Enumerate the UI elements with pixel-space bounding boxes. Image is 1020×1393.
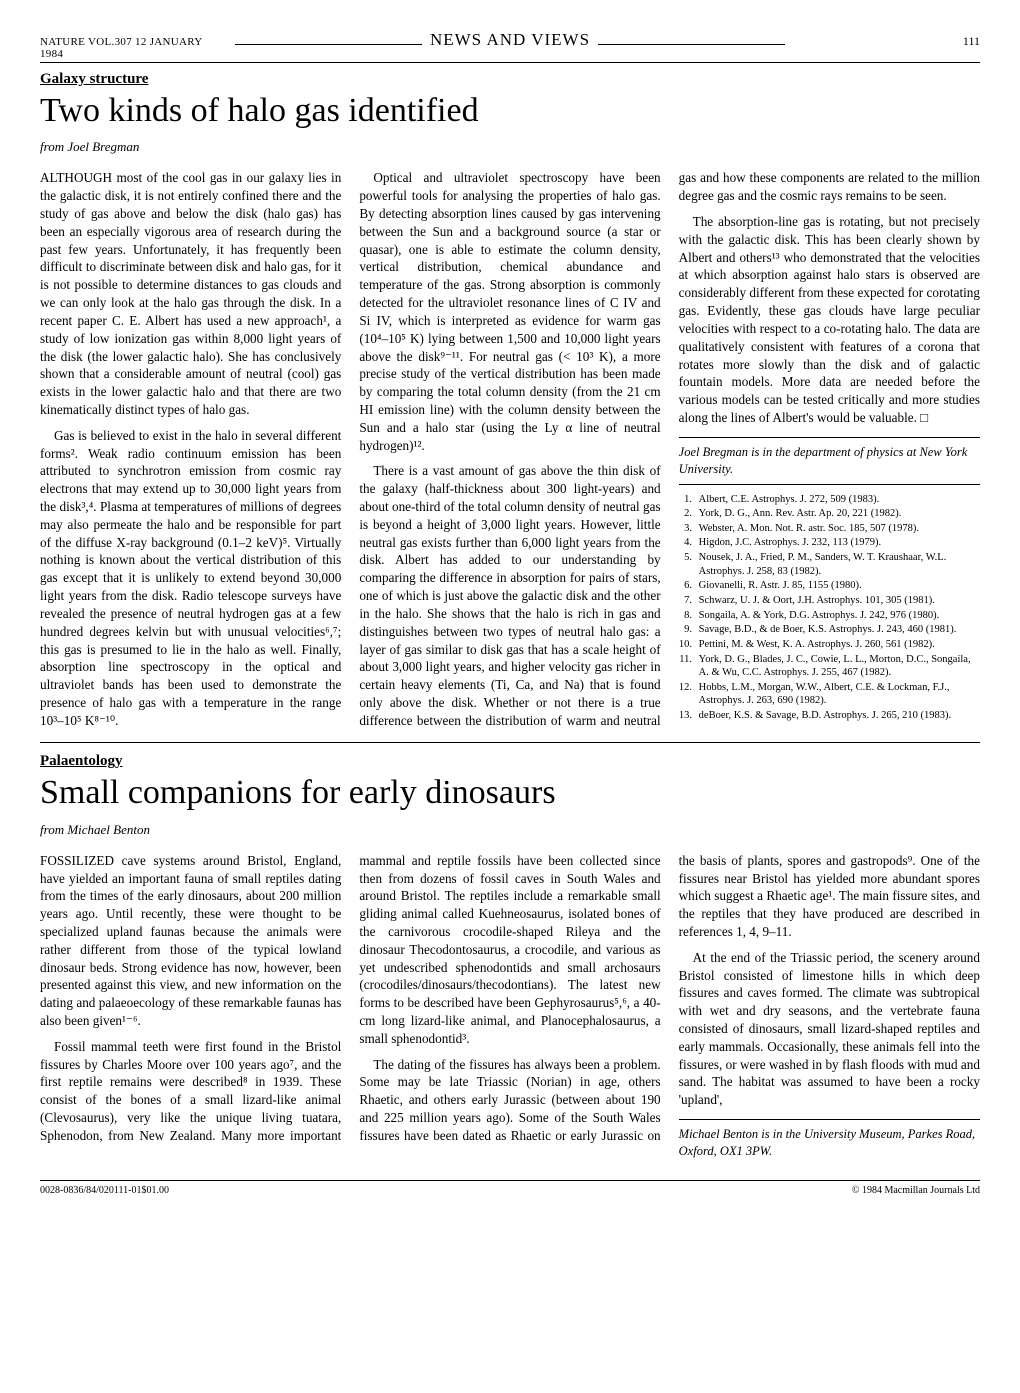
section-header: NEWS AND VIEWS	[430, 30, 590, 50]
copyright: © 1984 Macmillan Journals Ltd	[852, 1185, 980, 1196]
reference-item: Pettini, M. & West, K. A. Astrophys. J. …	[695, 638, 980, 652]
reference-item: Albert, C.E. Astrophys. J. 272, 509 (198…	[695, 493, 980, 507]
paragraph: At the end of the Triassic period, the s…	[679, 949, 980, 1109]
reference-item: York, D. G., Ann. Rev. Astr. Ap. 20, 221…	[695, 507, 980, 521]
article-palaentology: Palaentology Small companions for early …	[40, 742, 980, 1160]
author-affiliation: Joel Bregman is in the department of phy…	[679, 437, 980, 485]
page-number: 111	[793, 34, 980, 49]
article-galaxy: Galaxy structure Two kinds of halo gas i…	[40, 71, 980, 730]
reference-item: Schwarz, U. J. & Oort, J.H. Astrophys. 1…	[695, 594, 980, 608]
reference-item: Hobbs, L.M., Morgan, W.W., Albert, C.E. …	[695, 681, 980, 708]
page-header: NATURE VOL.307 12 JANUARY 1984 NEWS AND …	[40, 30, 980, 63]
article-body-columns: ALTHOUGH most of the cool gas in our gal…	[40, 169, 980, 730]
reference-item: Nousek, J. A., Fried, P. M., Sanders, W.…	[695, 551, 980, 578]
reference-item: Higdon, J.C. Astrophys. J. 232, 113 (197…	[695, 536, 980, 550]
article-body-columns: FOSSILIZED cave systems around Bristol, …	[40, 852, 980, 1160]
paragraph: Gas is believed to exist in the halo in …	[40, 427, 341, 730]
paragraph: The absorption-line gas is rotating, but…	[679, 213, 980, 427]
page-footer: 0028-0836/84/020111-01$01.00 © 1984 Macm…	[40, 1180, 980, 1196]
paragraph: FOSSILIZED cave systems around Bristol, …	[40, 852, 341, 1030]
rule-left	[235, 44, 422, 45]
reference-item: Webster, A. Mon. Not. R. astr. Soc. 185,…	[695, 522, 980, 536]
byline: from Michael Benton	[40, 822, 980, 838]
category-label: Palaentology	[40, 753, 980, 770]
reference-item: Songaila, A. & York, D.G. Astrophys. J. …	[695, 609, 980, 623]
reference-list: Albert, C.E. Astrophys. J. 272, 509 (198…	[679, 493, 980, 723]
reference-item: York, D. G., Blades, J. C., Cowie, L. L.…	[695, 653, 980, 680]
author-affiliation: Michael Benton is in the University Muse…	[679, 1119, 980, 1160]
reference-item: Savage, B.D., & de Boer, K.S. Astrophys.…	[695, 623, 980, 637]
reference-item: Giovanelli, R. Astr. J. 85, 1155 (1980).	[695, 579, 980, 593]
byline: from Joel Bregman	[40, 139, 980, 155]
footer-code: 0028-0836/84/020111-01$01.00	[40, 1185, 169, 1196]
paragraph: ALTHOUGH most of the cool gas in our gal…	[40, 169, 341, 418]
rule-right	[598, 44, 785, 45]
paragraph: Optical and ultraviolet spectroscopy hav…	[359, 169, 660, 454]
article-title: Small companions for early dinosaurs	[40, 774, 980, 811]
reference-item: deBoer, K.S. & Savage, B.D. Astrophys. J…	[695, 709, 980, 723]
journal-info: NATURE VOL.307 12 JANUARY 1984	[40, 36, 227, 60]
category-label: Galaxy structure	[40, 71, 980, 88]
article-title: Two kinds of halo gas identified	[40, 92, 980, 129]
